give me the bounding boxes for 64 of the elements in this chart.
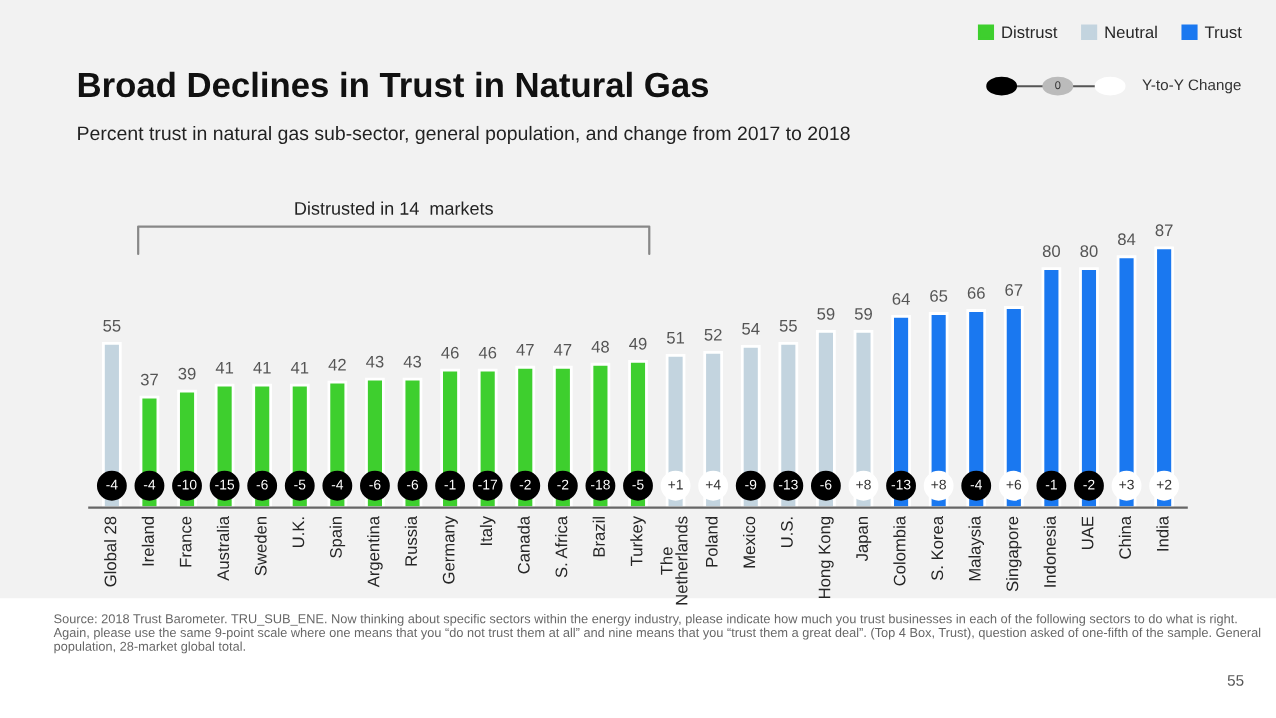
x-tick-label: Turkey bbox=[630, 515, 646, 566]
x-tick-label: Spain bbox=[329, 517, 346, 558]
x-tick-label: Global 28 bbox=[104, 516, 117, 587]
data-label: 43 bbox=[366, 355, 384, 368]
data-label: 46 bbox=[478, 346, 497, 359]
data-label: 39 bbox=[178, 367, 196, 380]
x-tick-label: S. Africa bbox=[555, 515, 568, 578]
data-label: 87 bbox=[1155, 224, 1173, 237]
x-tick-label: Colombia bbox=[893, 515, 906, 586]
x-tick-label: Canada bbox=[517, 515, 530, 574]
x-tick-label: Singapore bbox=[1006, 516, 1022, 592]
data-label: 37 bbox=[140, 373, 158, 386]
data-label: 80 bbox=[1080, 245, 1098, 258]
x-tick-label: Australia bbox=[216, 515, 230, 581]
data-label: 47 bbox=[553, 343, 572, 356]
data-label: 55 bbox=[103, 320, 121, 332]
data-label: 64 bbox=[892, 293, 910, 305]
data-label: 43 bbox=[403, 355, 422, 368]
data-label: 54 bbox=[742, 323, 760, 335]
data-label: 84 bbox=[1118, 233, 1136, 246]
x-tick-label: France bbox=[179, 516, 192, 567]
x-tick-label: Indonesia bbox=[1043, 515, 1056, 587]
data-label: 52 bbox=[704, 328, 722, 341]
x-tick-label: Argentina bbox=[367, 515, 383, 588]
data-label: 59 bbox=[854, 307, 872, 320]
x-tick-label: India bbox=[1156, 515, 1169, 551]
chart-subtitle: Percent trust in natural gas sub-sector, general population, and change from 2017 to 2018 bbox=[78, 125, 850, 145]
x-tick-label: The Netherlands bbox=[660, 516, 688, 605]
data-label: 41 bbox=[215, 361, 234, 374]
x-tick-label: Hong Kong bbox=[818, 517, 834, 598]
x-tick-label: Sweden bbox=[254, 517, 267, 576]
data-label: 51 bbox=[666, 332, 685, 344]
x-tick-label: China bbox=[1118, 515, 1132, 559]
x-tick-label: Poland bbox=[705, 517, 718, 567]
data-label: 65 bbox=[930, 290, 948, 302]
data-label: 49 bbox=[629, 337, 647, 350]
data-label: 59 bbox=[817, 307, 835, 320]
x-tick-label: Mexico bbox=[742, 516, 756, 568]
data-label: 55 bbox=[779, 320, 797, 332]
x-tick-label: Germany bbox=[442, 515, 458, 584]
x-tick-label: Malaysia bbox=[968, 515, 984, 581]
data-label: 66 bbox=[967, 287, 985, 299]
data-label: 41 bbox=[290, 361, 309, 374]
x-tick-label: S. Korea bbox=[931, 515, 944, 581]
x-tick-label: Russia bbox=[404, 515, 417, 566]
data-label: 67 bbox=[1005, 284, 1023, 296]
x-tick-label: Ireland bbox=[141, 517, 154, 566]
x-tick-label: Japan bbox=[856, 517, 872, 562]
data-label: 46 bbox=[441, 346, 459, 359]
data-label: 47 bbox=[516, 343, 534, 356]
data-label: 80 bbox=[1042, 245, 1061, 258]
data-label: 48 bbox=[591, 340, 609, 353]
x-tick-label: U.S. bbox=[781, 517, 793, 548]
x-tick-label: UAE bbox=[1081, 516, 1094, 549]
x-tick-label: Brazil bbox=[592, 517, 605, 557]
legend-label: Distrust bbox=[1002, 25, 1058, 39]
x-tick-label: U.K. bbox=[292, 517, 305, 548]
text: Distrusted in 14 markets bbox=[295, 201, 493, 215]
data-label: 41 bbox=[253, 361, 271, 374]
chart-title: Broad Declines in Trust in Natural Gas bbox=[78, 71, 709, 98]
legend-label: Trust bbox=[1204, 26, 1242, 39]
x-tick-label: Italy bbox=[479, 515, 496, 545]
data-label: 42 bbox=[328, 358, 346, 371]
legend-label: Neutral bbox=[1105, 25, 1157, 39]
